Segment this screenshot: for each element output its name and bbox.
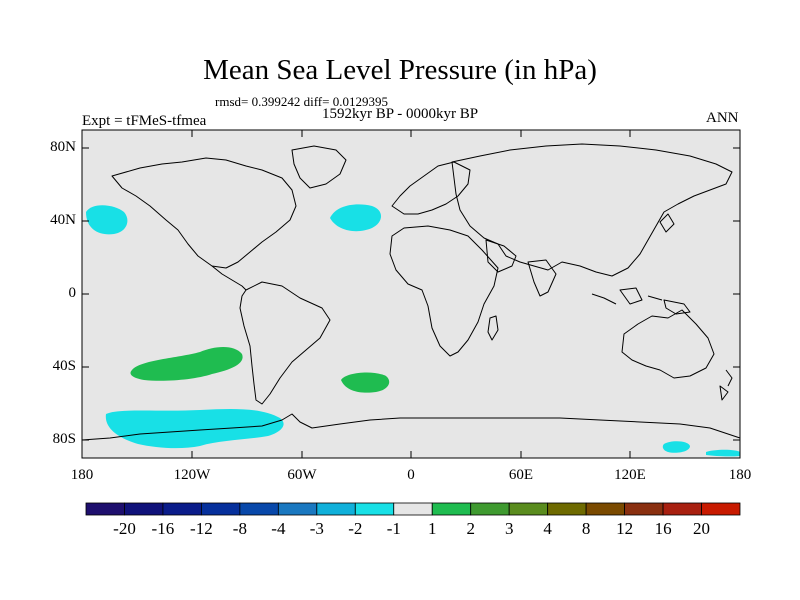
colorbar-label: 8 <box>581 519 591 538</box>
colorbar-label: 4 <box>543 519 552 538</box>
colorbar-cell <box>585 502 625 516</box>
neg-patch-southern-ocean <box>105 408 284 449</box>
period-label: 1592kyr BP - 0000kyr BP <box>322 106 479 122</box>
colorbar-cell <box>662 502 702 516</box>
colorbar-label: 1 <box>427 519 437 538</box>
anomaly-patches <box>86 204 740 457</box>
y-label-0: 0 <box>68 285 77 301</box>
y-label-80n: 80N <box>50 139 76 155</box>
colorbar-label: 3 <box>504 519 514 538</box>
colorbar-label: -8 <box>232 519 247 538</box>
colorbar-cell <box>624 502 664 516</box>
colorbar-label: -20 <box>113 519 136 538</box>
coast-greenland <box>291 145 347 189</box>
colorbar-label: -1 <box>386 519 401 538</box>
colorbar-cell <box>316 502 356 516</box>
colorbar-label: -4 <box>271 519 286 538</box>
y-label-40s: 40S <box>52 358 76 374</box>
colorbar-cell <box>701 502 741 516</box>
coast-antarctica <box>81 413 741 441</box>
colorbar-cell <box>508 502 549 516</box>
coast-north-america <box>111 157 297 269</box>
colorbar-cell <box>354 502 395 516</box>
coast-arabia <box>485 239 517 273</box>
colorbar-cell <box>277 502 318 516</box>
colorbar-label: -12 <box>190 519 213 538</box>
x-label-120w: 120W <box>173 467 211 483</box>
colorbar-cell <box>239 502 279 516</box>
pos-patch-south-atlantic <box>341 372 390 393</box>
colorbar-label: -2 <box>348 519 363 538</box>
colorbar-cell <box>393 502 433 516</box>
pos-patch-south-pacific <box>130 347 243 381</box>
coast-japan <box>659 213 675 233</box>
colorbar-cell <box>124 502 164 516</box>
neg-patch-north-pacific <box>86 205 128 235</box>
coast-south-america <box>239 281 331 405</box>
colorbar-cell <box>201 502 241 516</box>
colorbar-label: 20 <box>693 519 710 538</box>
neg-patch-ross <box>706 449 740 457</box>
coast-india <box>527 259 557 297</box>
colorbar <box>85 502 741 516</box>
colorbar-label: 2 <box>466 519 475 538</box>
colorbar-cell <box>470 502 510 516</box>
coast-central-america <box>211 265 247 291</box>
season-label: ANN <box>706 110 739 126</box>
x-label-180-west: 180 <box>70 467 94 483</box>
coast-madagascar <box>487 315 499 341</box>
x-label-0: 0 <box>407 467 415 483</box>
coast-africa <box>389 225 499 357</box>
x-label-60w: 60W <box>287 467 317 483</box>
map-background <box>82 130 740 458</box>
x-label-180-east: 180 <box>728 467 752 483</box>
colorbar-cell <box>431 502 472 516</box>
y-label-40n: 40N <box>50 212 76 228</box>
x-label-60e: 60E <box>508 467 534 483</box>
coast-new-zealand <box>719 369 733 401</box>
x-label-120e: 120E <box>614 467 646 483</box>
experiment-label: Expt = tFMeS-tfmea <box>82 113 207 129</box>
map-title: Mean Sea Level Pressure (in hPa) <box>203 54 597 86</box>
coastlines <box>81 143 741 441</box>
colorbar-cell <box>85 502 125 516</box>
coast-australia <box>621 309 715 379</box>
colorbar-cell <box>162 502 202 516</box>
y-label-80s: 80S <box>52 431 76 447</box>
colorbar-label: -16 <box>151 519 175 538</box>
neg-patch-tasman <box>662 441 690 453</box>
colorbar-label: 16 <box>654 519 672 538</box>
colorbar-label: 12 <box>616 519 634 538</box>
coast-europe <box>391 161 471 215</box>
neg-patch-north-atlantic <box>330 204 381 232</box>
stats-line: rmsd= 0.399242 diff= 0.0129395 <box>215 94 388 109</box>
colorbar-cell <box>547 502 587 516</box>
axis-ticks <box>82 130 740 458</box>
coast-indonesia <box>591 287 691 315</box>
coast-asia <box>451 143 733 277</box>
colorbar-label: -3 <box>309 519 324 538</box>
